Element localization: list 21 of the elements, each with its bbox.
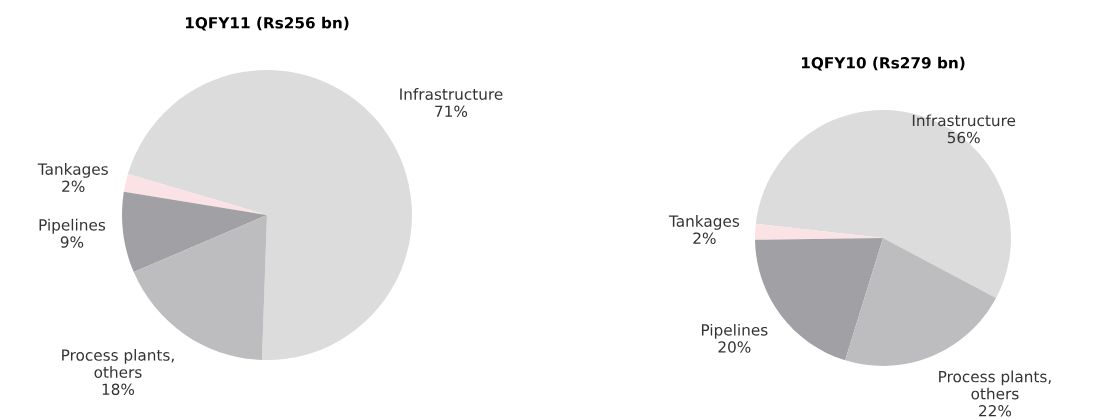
slice-label: Tankages [668,215,740,230]
data-label: 9% [60,236,84,248]
slice-label: Process plants, others [939,370,1051,400]
data-label: 2% [693,232,716,244]
data-label: 56% [947,131,980,144]
pie-slice [845,238,997,366]
slice-label: Tankages [37,163,108,178]
data-label: 2% [62,180,85,193]
slice-label: Pipelines [39,218,106,234]
data-label: 20% [718,341,751,353]
slice-label: Process plants, others [62,349,174,378]
chart-title: 1QFY10 (Rs279 bn) [801,56,965,71]
data-label: 71% [435,105,468,118]
chart-title: 1QFY11 (Rs256 bn) [185,16,349,31]
slice-label: Infrastructure [912,114,1016,127]
data-label: 18% [102,383,135,396]
slice-label: Pipelines [701,323,768,339]
slice-label: Infrastructure [400,88,503,100]
pie-slice [123,174,267,215]
pie-slice [122,191,267,273]
data-label: 22% [979,405,1012,417]
